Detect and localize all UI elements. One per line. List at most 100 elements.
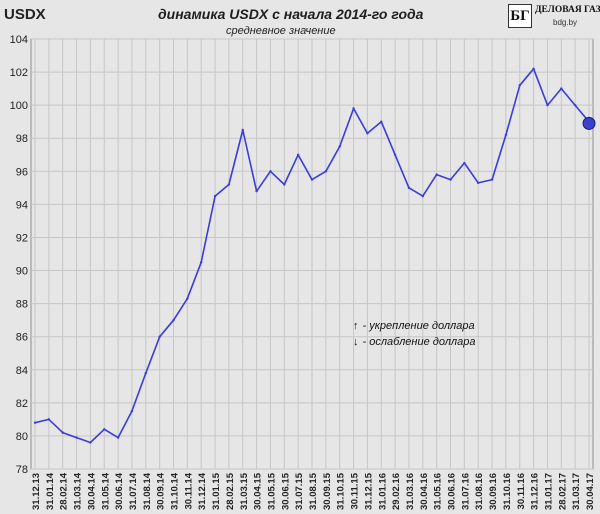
x-tick-label: 30.04.15 — [253, 472, 264, 510]
x-tick-label: 30.06.16 — [447, 473, 458, 510]
x-axis-ticks: 31.12.13 31.01.14 28.02.14 31.03.14 30.04.14… — [31, 472, 596, 510]
data-point — [89, 441, 92, 444]
x-tick-label: 31.12.13 — [31, 473, 42, 510]
y-tick-label: 92 — [16, 232, 28, 244]
data-point — [269, 170, 272, 173]
x-tick-label: 31.01.15 — [211, 472, 222, 510]
logo-mark-icon: БГ — [508, 4, 532, 28]
data-point — [421, 194, 424, 198]
last-value-marker — [582, 116, 596, 130]
x-tick-label: 31.12.16 — [530, 473, 541, 510]
y-tick-label: 100 — [10, 100, 28, 112]
data-point — [573, 103, 577, 107]
x-tick-label: 30.11.16 — [516, 473, 527, 509]
x-tick-label: 29.02.16 — [391, 473, 402, 510]
annotation-text: - ослабление доллара — [362, 336, 476, 348]
data-point — [560, 87, 563, 90]
x-tick-label: 30.11.14 — [183, 472, 194, 509]
data-point — [463, 161, 466, 165]
data-point — [283, 183, 286, 186]
annotation-strengthening: ↑ - укрепление доллара — [353, 320, 475, 332]
data-point — [310, 178, 314, 181]
arrow-up-icon: ↑ — [353, 320, 359, 332]
x-tick-label: 28.02.14 — [59, 472, 70, 510]
x-tick-label: 31.01.17 — [543, 473, 554, 510]
y-tick-label: 86 — [16, 332, 28, 344]
data-point — [144, 371, 147, 375]
data-point — [366, 132, 369, 135]
x-tick-label: 31.05.15 — [266, 472, 277, 510]
logo-name: ДЕЛОВАЯ ГАЗЕТА — [535, 5, 600, 15]
x-tick-label: 31.12.15 — [363, 472, 374, 510]
data-point — [213, 194, 217, 198]
x-tick-label: 31.08.14 — [142, 472, 153, 510]
data-point — [172, 318, 175, 322]
x-tick-label: 30.04.16 — [419, 473, 430, 510]
data-point — [116, 436, 120, 439]
chart-subtitle: средневное значение — [226, 25, 336, 37]
x-tick-label: 30.04.14 — [86, 472, 97, 510]
x-tick-label: 31.07.16 — [460, 473, 471, 510]
logo-site: bdg.by — [553, 18, 578, 27]
x-tick-label: 30.09.16 — [488, 473, 499, 510]
data-point — [407, 186, 411, 190]
y-tick-label: 88 — [16, 299, 28, 311]
x-tick-label: 31.03.15 — [239, 472, 250, 510]
data-point — [393, 153, 397, 156]
data-point — [103, 428, 106, 431]
x-tick-label: 31.03.14 — [73, 472, 84, 510]
x-tick-label: 28.02.15 — [225, 472, 236, 510]
x-tick-label: 31.10.16 — [502, 473, 513, 510]
x-tick-label: 30.06.15 — [280, 472, 291, 510]
y-axis-ticks: 78 80 82 84 86 88 90 92 94 96 98 100 102 104 — [10, 34, 28, 476]
chart-title: динамика USDX с начала 2014-го года — [158, 6, 424, 22]
publisher-logo: БГ ДЕЛОВАЯ ГАЗЕТА bdg.by — [508, 4, 600, 30]
data-point — [352, 107, 355, 110]
y-tick-label: 94 — [16, 199, 28, 211]
data-point — [296, 153, 300, 156]
data-point — [532, 67, 535, 70]
data-point — [200, 261, 203, 264]
y-tick-label: 84 — [16, 365, 28, 377]
x-tick-label: 28.02.17 — [557, 473, 568, 510]
annotation-text: - укрепление доллара — [362, 320, 475, 332]
data-point — [241, 128, 244, 132]
y-tick-label: 78 — [16, 464, 28, 476]
x-tick-label: 30.11.15 — [350, 472, 361, 509]
x-tick-label: 31.01.14 — [45, 472, 56, 510]
x-tick-label: 31.07.15 — [294, 472, 305, 510]
x-tick-label: 31.08.16 — [474, 473, 485, 510]
data-point — [477, 181, 480, 185]
data-point — [490, 178, 494, 181]
y-tick-label: 98 — [16, 133, 28, 145]
annotation-weakening: ↓ - ослабление доллара — [353, 336, 476, 348]
data-point — [504, 133, 508, 137]
arrow-down-icon: ↓ — [353, 336, 359, 348]
y-tick-label: 90 — [16, 266, 28, 278]
data-points — [33, 67, 591, 444]
x-tick-label: 31.03.16 — [405, 473, 416, 510]
x-tick-label: 31.08.15 — [308, 472, 319, 510]
data-point — [130, 409, 134, 413]
data-point — [546, 103, 549, 107]
x-tick-label: 31.05.16 — [433, 473, 444, 510]
data-point — [435, 173, 438, 176]
x-tick-label: 30.04.17 — [585, 473, 596, 510]
ticker-label: USDX — [4, 6, 46, 23]
y-tick-label: 104 — [10, 34, 28, 46]
data-point — [47, 418, 51, 421]
data-point — [186, 297, 189, 300]
x-tick-label: 30.09.14 — [156, 472, 167, 510]
data-point — [75, 436, 78, 439]
data-point — [227, 183, 231, 186]
x-tick-label: 30.06.14 — [114, 472, 125, 510]
data-point — [255, 189, 258, 193]
data-point — [380, 120, 383, 123]
data-point — [33, 421, 37, 424]
y-tick-label: 96 — [16, 166, 28, 178]
data-point — [324, 170, 328, 173]
gridlines — [31, 38, 593, 470]
y-tick-label: 102 — [10, 67, 28, 79]
x-tick-label: 31.10.14 — [170, 472, 181, 510]
